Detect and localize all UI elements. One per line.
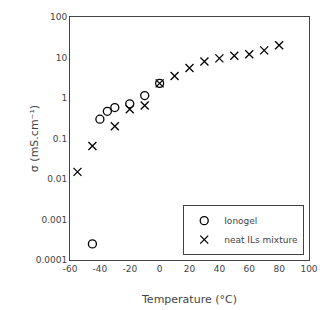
svg-text:Ionogel: Ionogel <box>224 216 257 226</box>
svg-text:80: 80 <box>273 264 285 274</box>
svg-text:0.01: 0.01 <box>47 174 67 184</box>
svg-text:-40: -40 <box>93 264 108 274</box>
svg-text:0.001: 0.001 <box>41 215 67 225</box>
svg-text:1: 1 <box>61 93 67 103</box>
svg-text:0: 0 <box>157 264 163 274</box>
svg-text:-20: -20 <box>122 264 137 274</box>
svg-text:Temperature (°C): Temperature (°C) <box>141 293 237 306</box>
svg-text:100: 100 <box>50 12 67 22</box>
svg-text:10: 10 <box>56 53 68 63</box>
svg-text:20: 20 <box>184 264 196 274</box>
svg-text:0.0001: 0.0001 <box>36 255 68 265</box>
svg-text:100: 100 <box>300 264 317 274</box>
svg-text:neat ILs mixture: neat ILs mixture <box>224 235 298 245</box>
svg-text:0.1: 0.1 <box>53 134 67 144</box>
svg-text:-60: -60 <box>63 264 78 274</box>
svg-text:40: 40 <box>214 264 226 274</box>
svg-text:σ (mS.cm⁻¹): σ (mS.cm⁻¹) <box>28 105 41 172</box>
svg-text:60: 60 <box>244 264 256 274</box>
